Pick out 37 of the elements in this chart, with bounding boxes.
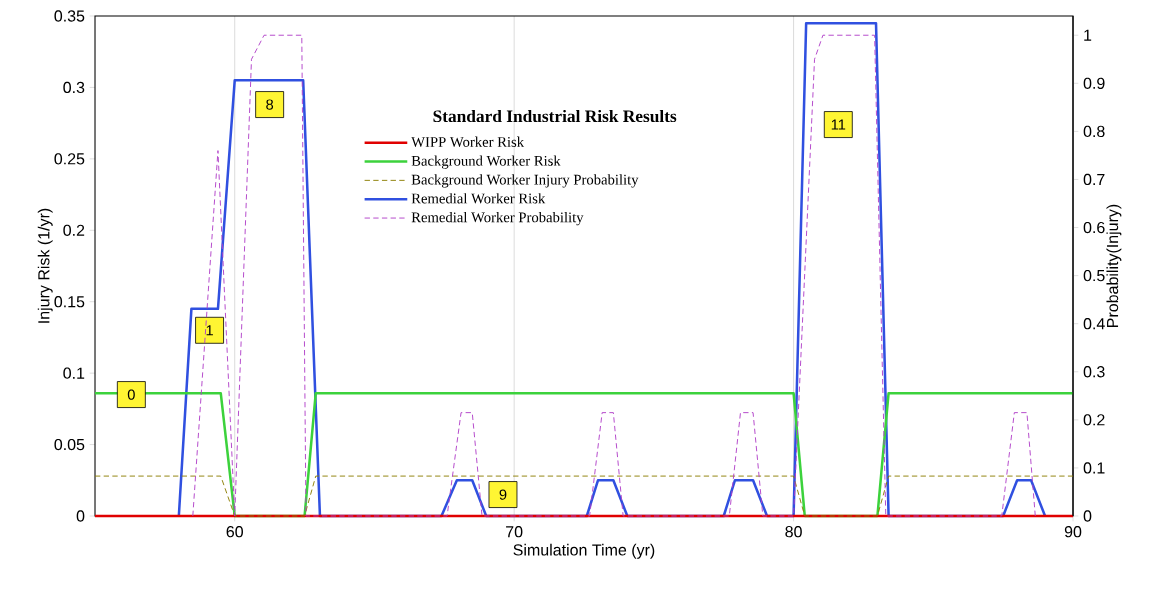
y2-tick-label: 0.1 [1083,462,1105,474]
annotation: 9 [499,489,507,500]
y-tick-label: 0 [76,510,85,522]
y-tick-label: 0.3 [63,81,85,94]
y2-tick-label: 0.9 [1083,77,1105,89]
y2-tick-label: 0.5 [1083,269,1105,282]
legend-label: Remedial Worker Probability [411,211,584,226]
legend-label: Background Worker Risk [411,155,561,169]
y2-tick-label: 0.4 [1083,318,1105,330]
y-axis-title: Injury Risk (1/yr) [37,208,53,323]
y2-tick-label: 0.8 [1083,125,1105,138]
x-tick-label: 70 [506,526,523,538]
legend-label: Background Worker Injury Probability [411,174,639,188]
x-tick-label: 80 [785,526,802,538]
y2-tick-label: 0.3 [1083,366,1105,378]
y-tick-label: 0.2 [63,224,85,236]
y2-tick-label: 0.6 [1083,221,1105,234]
x-axis-title: Simulation Time (yr) [513,543,655,559]
y2-tick-label: 0.7 [1083,173,1105,186]
y2-tick-label: 0.2 [1083,414,1105,426]
legend-label: WIPP Worker Risk [411,136,525,147]
y-tick-label: 0.25 [54,153,85,165]
x-tick-label: 90 [1064,526,1082,538]
annotation: 8 [266,99,274,110]
annotation: 11 [831,119,846,130]
y-tick-label: 0.1 [63,367,85,379]
y-tick-label: 0.05 [54,438,85,451]
y-tick-label: 0.15 [54,296,85,308]
y2-axis-title: Probability(Injury) [1106,204,1122,327]
annotation: 1 [206,325,213,336]
x-tick-label: 60 [226,526,243,538]
y-tick-label: 0.35 [54,10,85,22]
legend-title: Standard Industrial Risk Results [433,109,677,123]
annotation: 0 [127,389,135,400]
legend-label: Remedial Worker Risk [411,193,546,204]
y2-tick-label: 1 [1084,29,1092,41]
y2-tick-label: 0 [1083,510,1092,522]
